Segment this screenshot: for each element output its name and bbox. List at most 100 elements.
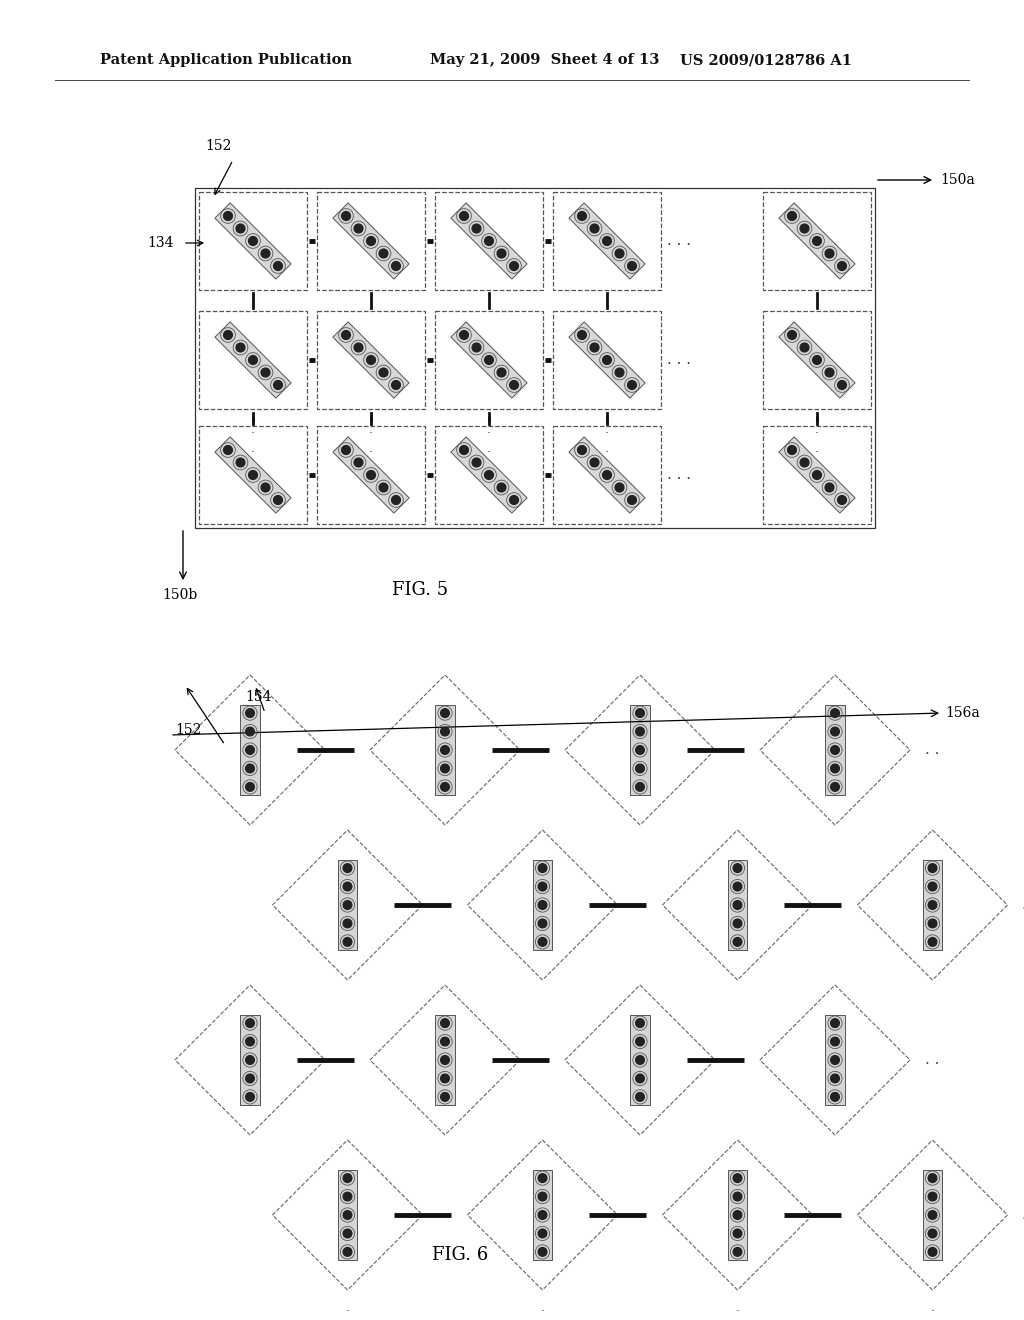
- Circle shape: [928, 1247, 937, 1257]
- Circle shape: [602, 471, 611, 479]
- Circle shape: [510, 261, 518, 271]
- Circle shape: [578, 211, 587, 220]
- Circle shape: [484, 471, 494, 479]
- Text: 152: 152: [175, 723, 202, 737]
- Circle shape: [343, 1247, 352, 1257]
- Circle shape: [733, 900, 741, 909]
- Circle shape: [800, 343, 809, 352]
- Polygon shape: [333, 203, 410, 279]
- Circle shape: [343, 1210, 352, 1220]
- Polygon shape: [857, 1140, 1008, 1290]
- Circle shape: [261, 483, 270, 492]
- Circle shape: [249, 236, 257, 246]
- Circle shape: [590, 224, 599, 232]
- Text: ·
·
·: · · ·: [487, 426, 490, 478]
- Circle shape: [636, 746, 644, 754]
- Circle shape: [246, 1074, 254, 1082]
- Bar: [199, 426, 307, 524]
- Polygon shape: [333, 437, 410, 513]
- Circle shape: [830, 1038, 840, 1045]
- Polygon shape: [569, 437, 645, 513]
- Bar: [763, 191, 871, 290]
- Circle shape: [460, 330, 468, 339]
- Circle shape: [733, 937, 741, 946]
- Polygon shape: [779, 203, 855, 279]
- Bar: [195, 187, 874, 528]
- Circle shape: [628, 495, 636, 504]
- Bar: [435, 312, 543, 409]
- Polygon shape: [370, 985, 520, 1135]
- Polygon shape: [779, 437, 855, 513]
- Circle shape: [246, 783, 254, 791]
- Circle shape: [367, 355, 376, 364]
- Polygon shape: [451, 437, 527, 513]
- Circle shape: [578, 446, 587, 454]
- Polygon shape: [728, 861, 748, 950]
- Circle shape: [615, 368, 624, 378]
- Circle shape: [733, 1192, 741, 1201]
- Circle shape: [830, 764, 840, 772]
- Circle shape: [342, 330, 350, 339]
- Circle shape: [838, 380, 847, 389]
- Circle shape: [636, 764, 644, 772]
- Polygon shape: [857, 830, 1008, 979]
- Circle shape: [273, 495, 283, 504]
- Circle shape: [928, 900, 937, 909]
- Circle shape: [539, 863, 547, 873]
- Circle shape: [460, 446, 468, 454]
- Text: 156a: 156a: [945, 706, 980, 719]
- Circle shape: [830, 1074, 840, 1082]
- Polygon shape: [569, 203, 645, 279]
- Circle shape: [813, 355, 821, 364]
- Circle shape: [636, 1093, 644, 1101]
- Polygon shape: [532, 1170, 552, 1261]
- Circle shape: [440, 727, 450, 737]
- Circle shape: [246, 1019, 254, 1027]
- Circle shape: [484, 236, 494, 246]
- Polygon shape: [630, 705, 650, 795]
- Circle shape: [733, 1210, 741, 1220]
- Circle shape: [928, 863, 937, 873]
- Polygon shape: [333, 322, 410, 399]
- Circle shape: [830, 727, 840, 737]
- Polygon shape: [760, 985, 910, 1135]
- Bar: [199, 312, 307, 409]
- Circle shape: [825, 249, 834, 257]
- Polygon shape: [630, 1015, 650, 1105]
- Circle shape: [813, 236, 821, 246]
- Circle shape: [838, 261, 847, 271]
- Polygon shape: [728, 1170, 748, 1261]
- Circle shape: [472, 224, 481, 232]
- Circle shape: [636, 1038, 644, 1045]
- Polygon shape: [565, 675, 715, 825]
- Circle shape: [246, 727, 254, 737]
- Bar: [553, 312, 662, 409]
- Circle shape: [928, 1210, 937, 1220]
- Circle shape: [273, 261, 283, 271]
- Circle shape: [825, 483, 834, 492]
- Text: ·
·
·: · · ·: [369, 426, 373, 478]
- Circle shape: [440, 783, 450, 791]
- Circle shape: [602, 236, 611, 246]
- Bar: [553, 191, 662, 290]
- Circle shape: [249, 471, 257, 479]
- Circle shape: [733, 1229, 741, 1238]
- Text: ·
·
·: · · ·: [605, 426, 609, 478]
- Circle shape: [343, 1173, 352, 1183]
- Circle shape: [539, 900, 547, 909]
- Circle shape: [460, 211, 468, 220]
- Circle shape: [440, 764, 450, 772]
- Polygon shape: [338, 861, 357, 950]
- Polygon shape: [175, 675, 325, 825]
- Bar: [763, 426, 871, 524]
- Circle shape: [379, 483, 388, 492]
- Circle shape: [800, 224, 809, 232]
- Circle shape: [237, 458, 245, 467]
- Circle shape: [636, 709, 644, 718]
- Circle shape: [497, 249, 506, 257]
- Polygon shape: [565, 985, 715, 1135]
- Circle shape: [539, 1229, 547, 1238]
- Polygon shape: [435, 1015, 455, 1105]
- Bar: [317, 312, 425, 409]
- Circle shape: [830, 1019, 840, 1027]
